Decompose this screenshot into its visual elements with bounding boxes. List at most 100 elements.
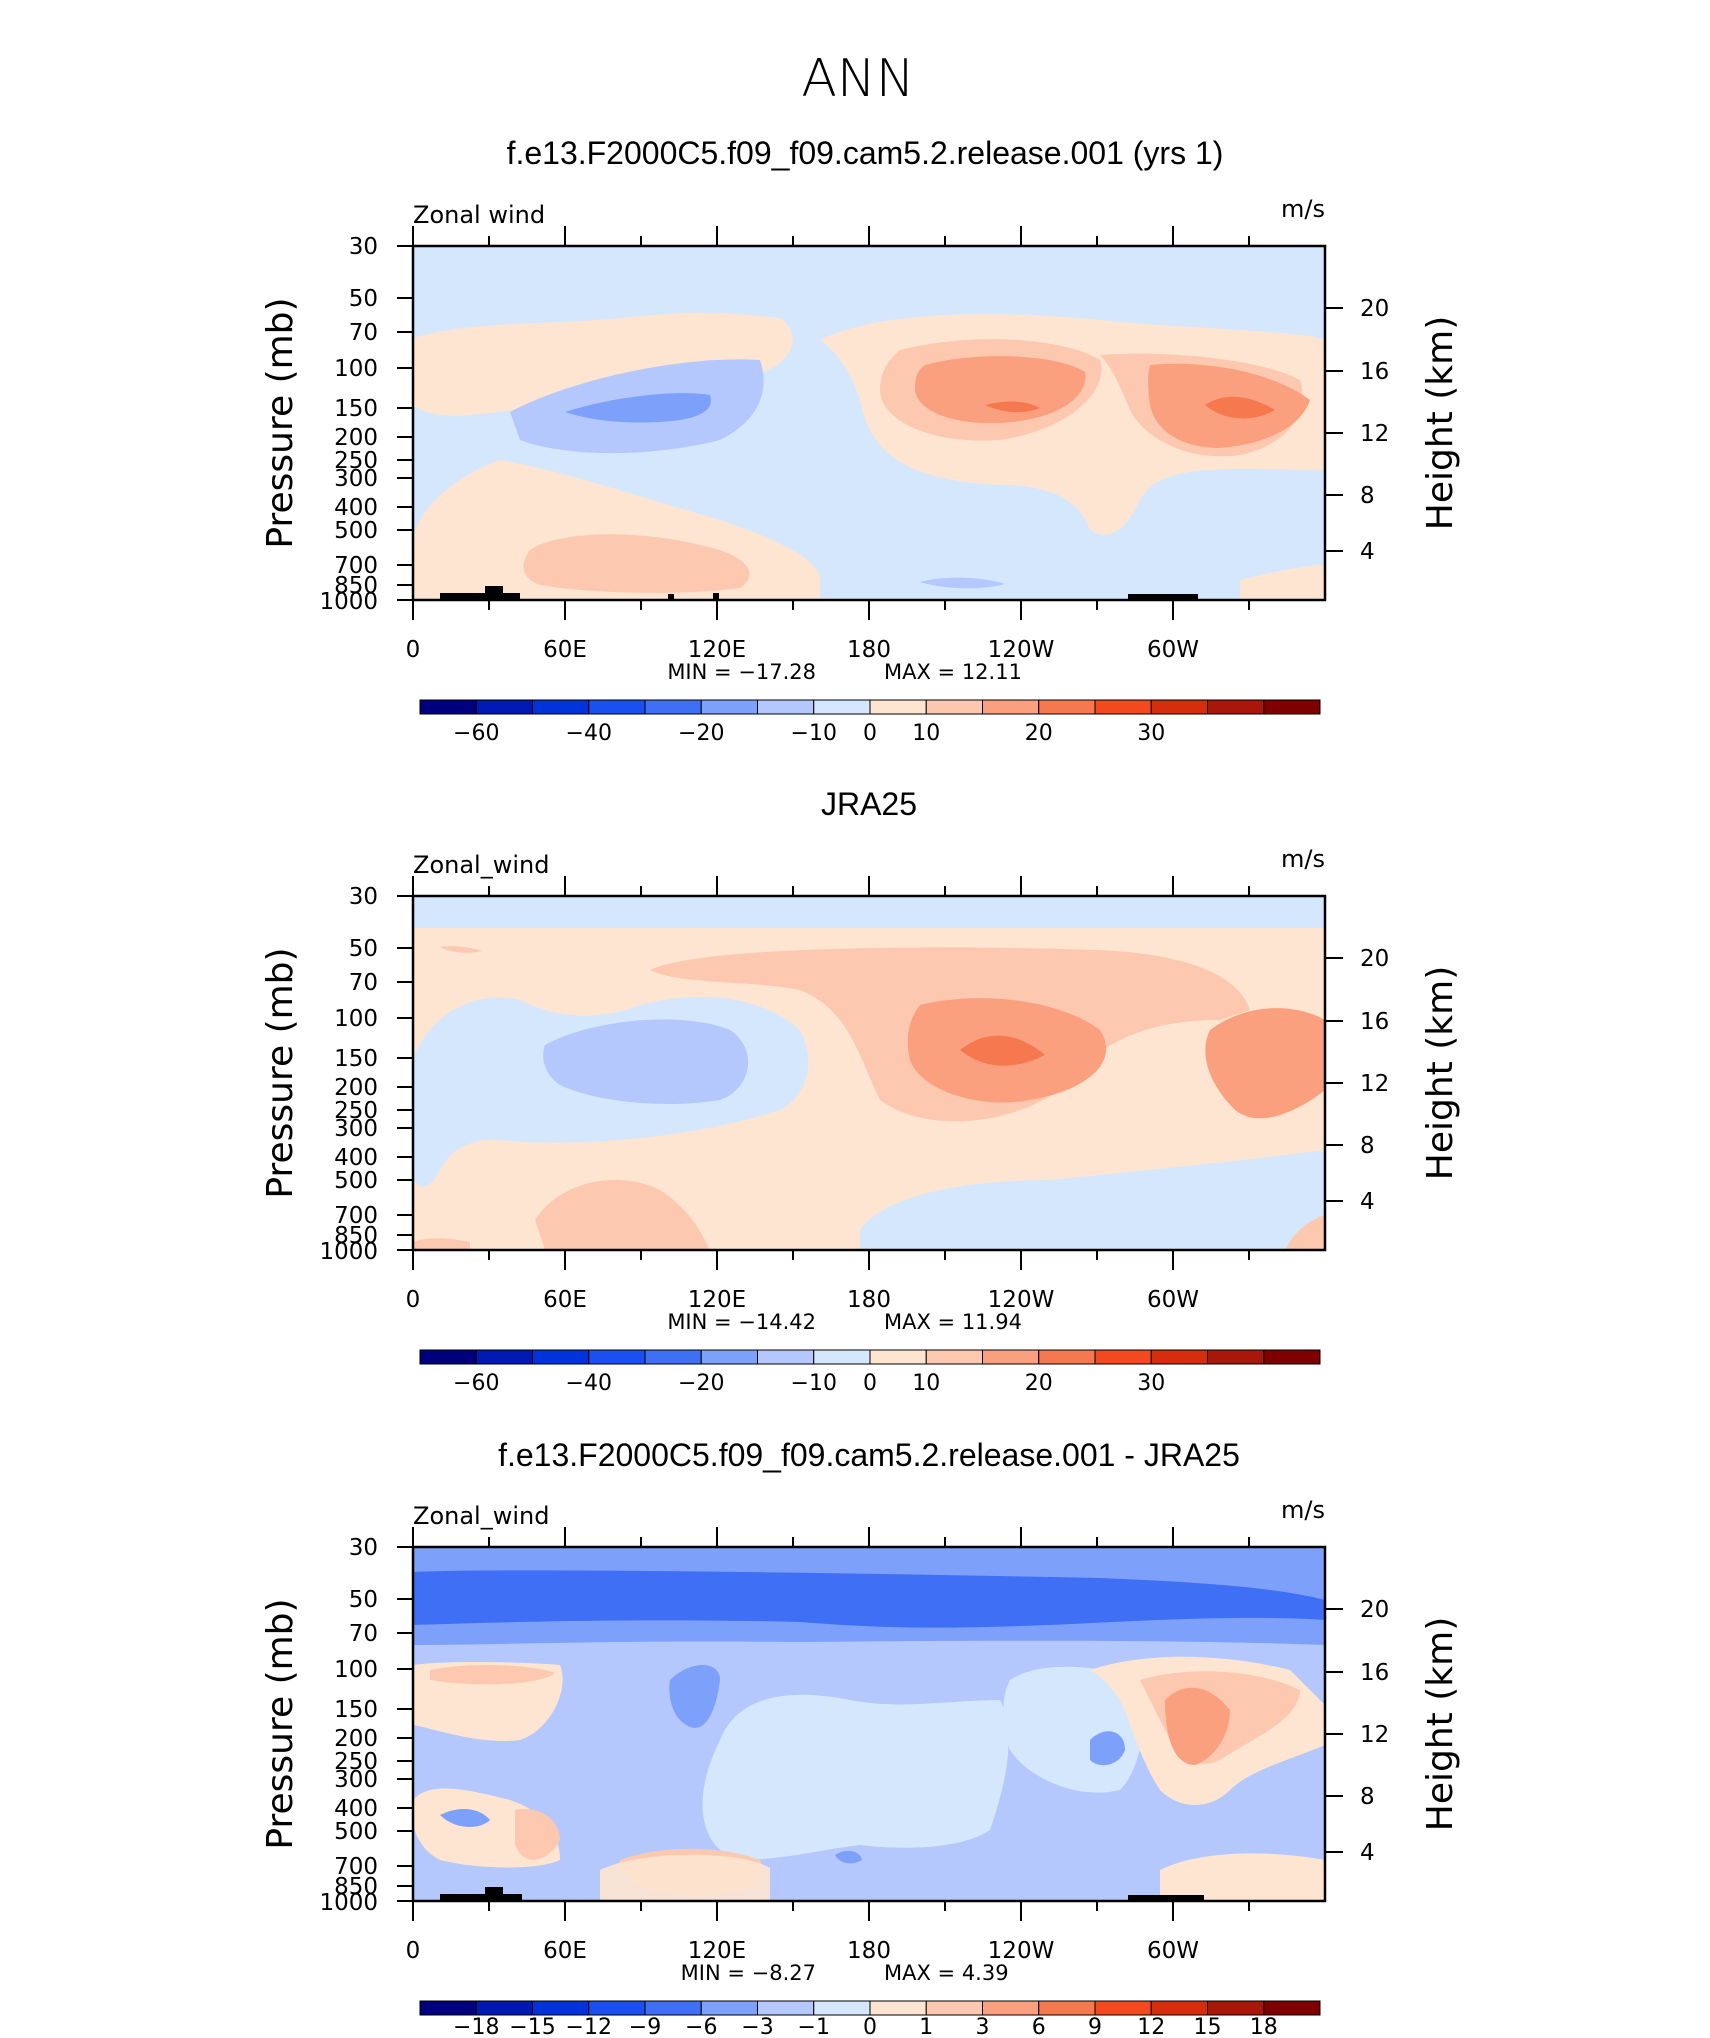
colorbar-swatch xyxy=(588,699,646,715)
panel-3-y2-tick-20: 20 xyxy=(1360,1597,1389,1623)
colorbar-swatch xyxy=(419,699,477,715)
colorbar-label: 20 xyxy=(1025,1371,1053,1396)
panel-2-y-tick-700: 700 xyxy=(334,1203,378,1229)
colorbar-swatch xyxy=(588,2000,646,2016)
panel-1-y-tick-labels: 30 50 70 100 150 200 250 300 400 500 700… xyxy=(319,234,378,615)
panel-3-colorbar: −18 −15 −12 −9 −6 −3 −1 0 1 3 6 9 12 15 18 xyxy=(419,2000,1321,2038)
panel-2-y2-axis-label: Height (km) xyxy=(1420,966,1461,1180)
panel-3-y-tick-250: 250 xyxy=(334,1749,378,1775)
panel-2-y-tick-30: 30 xyxy=(349,884,378,910)
panel-2-y-tick-500: 500 xyxy=(334,1168,378,1194)
panel-1-y2-tick-16: 16 xyxy=(1360,359,1389,385)
colorbar-swatch xyxy=(475,699,533,715)
panel-3-y-axis-label: Pressure (mb) xyxy=(260,1598,301,1849)
colorbar-label: −15 xyxy=(509,2015,555,2038)
panel-1-y-tick-200: 200 xyxy=(334,425,378,451)
figure-title: ANN xyxy=(801,49,914,109)
colorbar-label: −9 xyxy=(629,2015,661,2038)
panel-1-y2-tick-12: 12 xyxy=(1360,421,1389,447)
colorbar-label: 3 xyxy=(976,2015,990,2038)
panel-1-y-tick-850: 850 xyxy=(334,573,378,599)
colorbar-label: −40 xyxy=(566,721,612,746)
panel-2-title: JRA25 xyxy=(821,786,917,822)
colorbar-label: −12 xyxy=(566,2015,612,2038)
colorbar-swatch xyxy=(1094,1349,1152,1365)
panel-1-y-tick-300: 300 xyxy=(334,466,378,492)
panel-3-x-tick-0: 0 xyxy=(406,1938,421,1964)
panel-2-obs: JRA25 Zonal_wind m/s xyxy=(260,786,1461,1396)
panel-2-y-tick-labels: 30 50 70 100 150 200 250 300 400 500 700… xyxy=(319,884,378,1265)
colorbar-swatch xyxy=(700,1349,758,1365)
colorbar-label: −40 xyxy=(566,1371,612,1396)
colorbar-label: −20 xyxy=(678,1371,724,1396)
colorbar-swatch xyxy=(925,2000,983,2016)
panel-3-max: MAX = 4.39 xyxy=(884,1961,1009,1985)
panel-1-y-tick-70: 70 xyxy=(349,320,378,346)
panel-1-x-tick-120w: 120W xyxy=(988,637,1055,663)
panel-3-y-tick-50: 50 xyxy=(349,1587,378,1613)
panel-2-y2-tick-4: 4 xyxy=(1360,1189,1375,1215)
panel-2-y-tick-400: 400 xyxy=(334,1145,378,1171)
panel-3-y-tick-200: 200 xyxy=(334,1726,378,1752)
colorbar-swatch xyxy=(982,699,1040,715)
colorbar-swatch xyxy=(419,1349,477,1365)
colorbar-label: −6 xyxy=(685,2015,717,2038)
colorbar-swatch xyxy=(532,1349,590,1365)
panel-1-max: MAX = 12.11 xyxy=(884,660,1022,684)
panel-2-y-tick-150: 150 xyxy=(334,1046,378,1072)
panel-3-y-tick-850: 850 xyxy=(334,1874,378,1900)
panel-2-x-tick-120e: 120E xyxy=(688,1287,746,1313)
colorbar-swatch xyxy=(1094,2000,1152,2016)
panel-1-x-tick-60w: 60W xyxy=(1147,637,1199,663)
colorbar-swatch xyxy=(757,699,815,715)
panel-2-y-tick-100: 100 xyxy=(334,1006,378,1032)
colorbar-label: −60 xyxy=(453,1371,499,1396)
panel-1-units: m/s xyxy=(1281,195,1325,223)
colorbar-swatch xyxy=(1207,1349,1265,1365)
panel-2-y-axis-label: Pressure (mb) xyxy=(260,947,301,1198)
colorbar-swatch xyxy=(1150,699,1208,715)
panel-1-model: f.e13.F2000C5.f09_f09.cam5.2.release.001… xyxy=(260,135,1461,746)
panel-1-contour-field xyxy=(413,246,1325,600)
panel-1-y-tick-150: 150 xyxy=(334,396,378,422)
panel-3-units: m/s xyxy=(1281,1496,1325,1524)
panel-1-y-axis-label: Pressure (mb) xyxy=(260,297,301,548)
panel-1-y2-tick-4: 4 xyxy=(1360,539,1375,565)
panel-3-difference: f.e13.F2000C5.f09_f09.cam5.2.release.001… xyxy=(260,1437,1461,2038)
panel-3-y2-tick-4: 4 xyxy=(1360,1840,1375,1866)
colorbar-swatch xyxy=(644,2000,702,2016)
panel-1-y2-tick-20: 20 xyxy=(1360,296,1389,322)
panel-2-x-tick-180: 180 xyxy=(847,1287,891,1313)
panel-3-contour-field xyxy=(413,1547,1325,1901)
panel-3-y-tick-400: 400 xyxy=(334,1796,378,1822)
colorbar-swatch xyxy=(1038,699,1096,715)
colorbar-label: −10 xyxy=(791,721,837,746)
colorbar-label: 10 xyxy=(912,721,940,746)
colorbar-swatch xyxy=(1038,1349,1096,1365)
panel-2-x-tick-120w: 120W xyxy=(988,1287,1055,1313)
colorbar-label: 0 xyxy=(863,721,877,746)
panel-1-colorbar: −60 −40 −20 −10 0 10 20 30 xyxy=(419,699,1321,746)
panel-2-contour-field xyxy=(413,896,1325,1250)
panel-3-y-tick-700: 700 xyxy=(334,1854,378,1880)
panel-2-y-tick-50: 50 xyxy=(349,936,378,962)
colorbar-swatch xyxy=(869,2000,927,2016)
colorbar-label: −20 xyxy=(678,721,724,746)
colorbar-swatch xyxy=(1038,2000,1096,2016)
panel-2-colorbar: −60 −40 −20 −10 0 10 20 30 xyxy=(419,1349,1321,1396)
panel-3-y-tick-70: 70 xyxy=(349,1621,378,1647)
colorbar-label: 9 xyxy=(1088,2015,1102,2038)
colorbar-label: −10 xyxy=(791,1371,837,1396)
colorbar-label: −18 xyxy=(453,2015,499,2038)
colorbar-swatch xyxy=(757,1349,815,1365)
panel-1-ticks xyxy=(397,226,1343,620)
panel-1-y-tick-50: 50 xyxy=(349,286,378,312)
panel-3-variable-label: Zonal_wind xyxy=(413,1502,549,1530)
panel-1-y-tick-1000: 1000 xyxy=(319,589,378,615)
panel-3-y2-tick-labels: 20 16 12 8 4 xyxy=(1360,1597,1389,1866)
panel-1-y2-tick-labels: 20 16 12 8 4 xyxy=(1360,296,1389,565)
panel-3-y-tick-30: 30 xyxy=(349,1535,378,1561)
colorbar-swatch xyxy=(1263,2000,1321,2016)
panel-3-y-tick-300: 300 xyxy=(334,1767,378,1793)
